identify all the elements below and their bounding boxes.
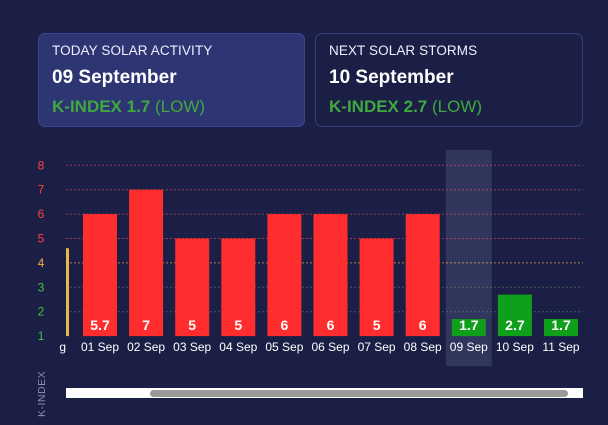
bar-value-label: 7 [142, 317, 150, 333]
bar [544, 319, 578, 337]
today-card-date: 09 September [52, 67, 177, 88]
bar [405, 214, 440, 337]
bar-value-label: 5 [373, 317, 381, 333]
x-tick-label: 07 Sep [358, 340, 396, 354]
x-tick-label: 10 Sep [496, 340, 534, 354]
bar [359, 238, 394, 337]
today-kindex: K-INDEX 1.7 (LOW) [52, 97, 291, 117]
y-tick-label: 1 [38, 329, 45, 343]
x-tick-label: 03 Sep [173, 340, 211, 354]
bar [497, 294, 532, 337]
y-tick-label: 7 [38, 183, 45, 197]
today-kindex-level: (LOW) [154, 97, 206, 116]
bar-value-label: 6 [281, 317, 289, 333]
partial-x-tick-label: g [59, 340, 66, 354]
bar-value-label: 2.7 [505, 317, 525, 333]
x-tick-label: 04 Sep [219, 340, 257, 354]
x-tick-label: 01 Sep [81, 340, 119, 354]
x-tick-label: 11 Sep [542, 340, 579, 354]
bar-value-label: 1.7 [459, 317, 479, 333]
today-card-label: TODAY SOLAR ACTIVITY [52, 43, 213, 58]
x-tick-label: 06 Sep [311, 340, 349, 354]
bar [129, 189, 164, 337]
bar [267, 214, 302, 337]
next-kindex-value: K-INDEX 2.7 [329, 97, 428, 116]
bar-value-label: 5 [188, 317, 196, 333]
x-tick-label: 08 Sep [404, 340, 442, 354]
chart-scrollbar-thumb[interactable] [150, 390, 568, 397]
bar [451, 319, 486, 337]
next-kindex-level: (LOW) [431, 97, 483, 116]
next-kindex: K-INDEX 2.7 (LOW) [329, 97, 569, 117]
y-tick-label: 4 [38, 256, 45, 270]
next-solar-storms-card: NEXT SOLAR STORMS 10 September K-INDEX 2… [315, 33, 583, 127]
bar-value-label: 5.7 [90, 317, 110, 333]
x-tick-label: 09 Sep [450, 340, 488, 354]
y-tick-label: 5 [38, 232, 45, 246]
y-axis-title: K-INDEX [36, 370, 48, 417]
y-tick-label: 2 [38, 305, 45, 319]
today-solar-activity-card: TODAY SOLAR ACTIVITY 09 September K-INDE… [38, 33, 305, 127]
next-card-label: NEXT SOLAR STORMS [329, 43, 478, 58]
y-tick-label: 3 [38, 280, 45, 294]
bar-value-label: 6 [327, 317, 335, 333]
y-tick-label: 6 [38, 207, 45, 221]
next-card-date: 10 September [329, 67, 454, 88]
bar [313, 214, 348, 337]
bar-value-label: 5 [234, 317, 242, 333]
y-tick-label: 8 [38, 158, 45, 172]
bar [175, 238, 210, 337]
bar [83, 214, 117, 337]
bar [221, 238, 256, 337]
today-kindex-value: K-INDEX 1.7 [52, 97, 151, 116]
x-tick-label: 02 Sep [127, 340, 165, 354]
x-tick-label: 05 Sep [265, 340, 303, 354]
bar-value-label: 6 [419, 317, 427, 333]
bar-value-label: 1.7 [551, 317, 571, 333]
partial-bar [66, 248, 69, 337]
